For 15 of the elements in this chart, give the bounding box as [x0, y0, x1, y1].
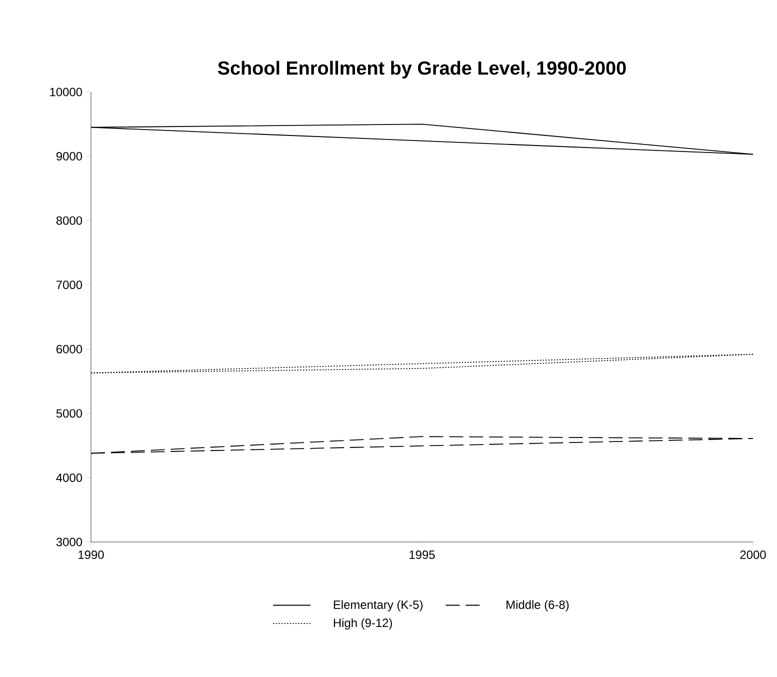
y-tick-label: 10000: [50, 88, 82, 96]
chart-title: School Enrollment by Grade Level, 1990-2000: [218, 60, 626, 78]
legend-label: High (9-12): [334, 618, 392, 630]
y-tick-label: 4000: [56, 473, 82, 482]
x-tick-label: 2000: [740, 550, 766, 559]
y-tick-label: 3000: [56, 538, 82, 546]
y-tick-label: 7000: [56, 280, 82, 290]
x-tick-label: 1995: [410, 550, 435, 559]
y-tick-label: 5000: [56, 409, 82, 418]
y-tick-label: 8000: [56, 216, 82, 225]
y-tick-label: 6000: [56, 344, 82, 354]
x-tick-label: 1990: [78, 550, 104, 559]
y-tick-label: 9000: [56, 152, 82, 161]
legend-label: Elementary (K-5): [334, 600, 423, 612]
legend-label: Middle (6-8): [506, 600, 569, 612]
